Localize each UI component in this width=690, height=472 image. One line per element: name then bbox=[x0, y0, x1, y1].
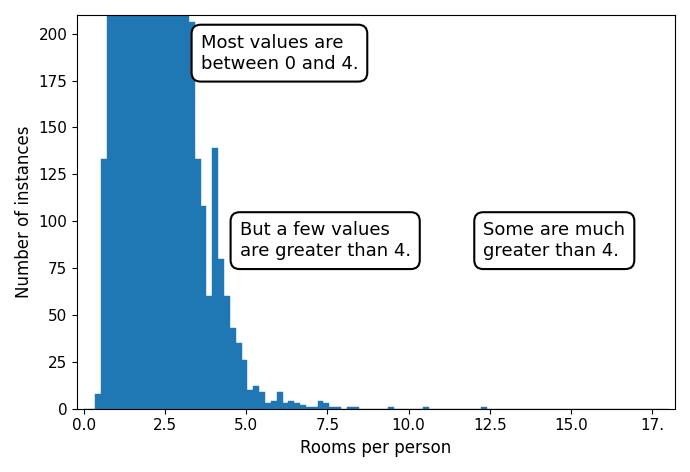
Bar bbox=[154, 0, 159, 409]
Bar bbox=[125, 0, 130, 409]
Bar bbox=[241, 360, 248, 409]
Text: But a few values
are greater than 4.: But a few values are greater than 4. bbox=[239, 221, 411, 260]
Bar bbox=[324, 403, 329, 409]
Bar bbox=[101, 160, 107, 409]
Bar bbox=[335, 407, 341, 409]
Bar bbox=[347, 407, 353, 409]
Bar bbox=[148, 0, 154, 409]
Bar bbox=[137, 0, 142, 409]
Text: Most values are
between 0 and 4.: Most values are between 0 and 4. bbox=[201, 34, 358, 73]
Bar bbox=[329, 407, 335, 409]
Bar bbox=[300, 405, 306, 409]
Bar bbox=[248, 390, 253, 409]
Bar bbox=[317, 401, 324, 409]
Bar bbox=[213, 148, 218, 409]
Bar bbox=[113, 0, 119, 409]
Bar bbox=[119, 0, 125, 409]
Bar bbox=[142, 0, 148, 409]
Bar bbox=[189, 23, 195, 409]
Bar bbox=[236, 343, 241, 409]
Bar bbox=[353, 407, 359, 409]
Bar bbox=[312, 407, 317, 409]
Bar bbox=[288, 401, 294, 409]
Bar bbox=[270, 401, 277, 409]
Bar bbox=[195, 160, 201, 409]
Bar bbox=[95, 394, 101, 409]
Bar bbox=[107, 0, 113, 409]
Bar bbox=[294, 403, 300, 409]
Bar bbox=[259, 392, 265, 409]
Bar bbox=[253, 386, 259, 409]
Bar bbox=[224, 296, 230, 409]
Bar bbox=[230, 328, 236, 409]
Bar bbox=[159, 0, 166, 409]
X-axis label: Rooms per person: Rooms per person bbox=[300, 439, 452, 457]
Bar bbox=[130, 0, 137, 409]
Bar bbox=[277, 392, 282, 409]
Bar bbox=[166, 0, 171, 409]
Text: Some are much
greater than 4.: Some are much greater than 4. bbox=[483, 221, 625, 260]
Bar bbox=[388, 407, 393, 409]
Bar bbox=[201, 206, 206, 409]
Bar bbox=[423, 407, 428, 409]
Bar bbox=[177, 0, 183, 409]
Bar bbox=[218, 259, 224, 409]
Bar bbox=[183, 0, 189, 409]
Bar bbox=[482, 407, 487, 409]
Bar bbox=[265, 403, 270, 409]
Y-axis label: Number of instances: Number of instances bbox=[15, 126, 33, 298]
Bar bbox=[171, 0, 177, 409]
Bar bbox=[282, 403, 288, 409]
Bar bbox=[306, 407, 312, 409]
Bar bbox=[206, 296, 213, 409]
